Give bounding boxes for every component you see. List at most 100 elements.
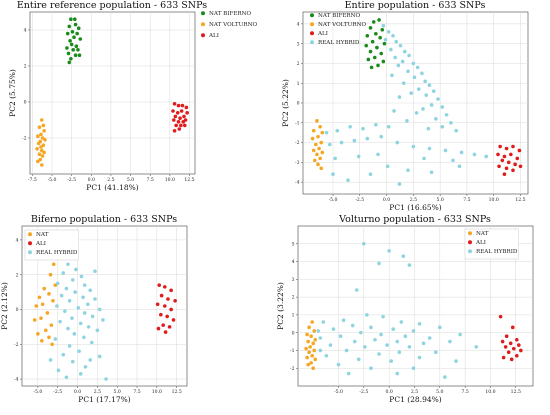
point-real-hybrid	[365, 313, 369, 317]
point-real-hybrid	[397, 182, 402, 186]
point-real-hybrid	[352, 138, 357, 143]
point-real-hybrid	[401, 81, 406, 86]
x-tick-label: 7.5	[463, 197, 470, 203]
point-real-hybrid	[350, 323, 355, 328]
legend-marker	[28, 232, 32, 237]
point-real-hybrid	[406, 168, 410, 173]
point-real-hybrid	[81, 295, 85, 300]
point-real-hybrid	[88, 288, 93, 293]
y-tick-label: 1	[297, 81, 300, 87]
point-nat-volturno	[316, 162, 320, 167]
x-tick-label: -2.5	[67, 177, 76, 183]
point-nat-biferno	[73, 22, 78, 27]
legend-label: ALI	[317, 31, 328, 37]
point-real-hybrid	[385, 343, 389, 347]
point-real-hybrid	[324, 130, 329, 135]
point-ali	[498, 314, 503, 319]
point-nat	[308, 345, 312, 349]
point-real-hybrid	[443, 148, 448, 153]
point-nat-volturno	[320, 130, 325, 135]
point-nat-volturno	[316, 134, 320, 139]
point-real-hybrid	[339, 140, 344, 145]
point-ali	[500, 158, 505, 163]
legend-label: ALI	[475, 240, 486, 246]
x-tick-label: -5.0	[329, 197, 338, 203]
y-tick-label: -3	[295, 160, 300, 166]
point-nat-biferno	[69, 42, 74, 47]
point-real-hybrid	[318, 336, 323, 340]
point-nat-biferno	[67, 60, 72, 65]
point-ali	[157, 283, 162, 287]
point-ali	[517, 148, 522, 153]
point-nat	[34, 304, 39, 308]
point-ali	[500, 339, 505, 344]
x-tick-label: 12.5	[184, 177, 194, 183]
y-tick-label: 4	[297, 21, 300, 27]
point-nat-volturno	[320, 150, 325, 155]
point-nat-biferno	[381, 59, 386, 64]
point-real-hybrid	[97, 307, 102, 312]
point-real-hybrid	[362, 241, 366, 246]
point-nat-volturno	[318, 124, 322, 129]
point-nat-biferno	[72, 35, 76, 39]
point-real-hybrid	[381, 314, 385, 319]
point-nat	[305, 332, 309, 337]
point-nat	[311, 341, 315, 346]
point-ali	[511, 144, 515, 149]
point-nat-volturno	[36, 159, 40, 164]
point-nat	[47, 335, 51, 340]
point-ali	[169, 288, 173, 293]
point-real-hybrid	[429, 170, 434, 175]
y-tick-label: -2	[290, 366, 295, 372]
point-real-hybrid	[70, 359, 75, 364]
legend-marker	[468, 231, 472, 236]
point-real-hybrid	[411, 366, 416, 371]
point-real-hybrid	[64, 286, 69, 291]
y-tick-label: -1	[295, 120, 300, 126]
point-nat-volturno	[317, 146, 321, 151]
point-ali	[517, 343, 521, 347]
point-real-hybrid	[427, 146, 432, 151]
point-nat	[313, 357, 318, 362]
point-real-hybrid	[361, 126, 365, 131]
point-nat-volturno	[312, 158, 317, 163]
point-real-hybrid	[411, 61, 416, 66]
point-real-hybrid	[420, 71, 424, 76]
point-nat-volturno	[314, 142, 318, 147]
point-ali	[501, 355, 506, 360]
point-real-hybrid	[369, 325, 373, 330]
point-nat-biferno	[67, 24, 72, 29]
point-real-hybrid	[377, 352, 381, 356]
y-tick-label: -4	[14, 377, 19, 383]
point-real-hybrid	[424, 93, 429, 97]
point-real-hybrid	[405, 119, 409, 123]
point-ali	[513, 162, 517, 167]
point-real-hybrid	[55, 281, 60, 286]
point-real-hybrid	[400, 59, 405, 64]
point-real-hybrid	[77, 349, 81, 354]
point-real-hybrid	[379, 332, 383, 337]
point-real-hybrid	[427, 83, 432, 87]
x-tick-label: 0.0	[74, 389, 81, 395]
point-real-hybrid	[459, 150, 464, 155]
point-real-hybrid	[104, 377, 108, 381]
legend-label: ALI	[35, 241, 46, 247]
x-tick-label: -5.0	[48, 177, 57, 183]
legend: NAT ALI REAL HYBRID	[24, 229, 79, 261]
x-tick-label: 5.0	[436, 197, 443, 203]
legend-label: ALI	[208, 33, 219, 39]
point-real-hybrid	[448, 339, 452, 344]
point-real-hybrid	[90, 340, 94, 345]
point-real-hybrid	[395, 140, 400, 145]
point-ali	[515, 156, 520, 161]
point-nat-volturno	[37, 125, 42, 129]
point-real-hybrid	[324, 353, 329, 358]
point-real-hybrid	[397, 350, 402, 355]
x-axis-label: PC1 (16.65%)	[389, 203, 441, 212]
point-real-hybrid	[341, 318, 346, 323]
point-nat	[306, 339, 310, 344]
x-tick-label: 12.5	[511, 389, 521, 395]
point-real-hybrid	[389, 47, 393, 52]
point-nat-biferno	[371, 20, 376, 24]
